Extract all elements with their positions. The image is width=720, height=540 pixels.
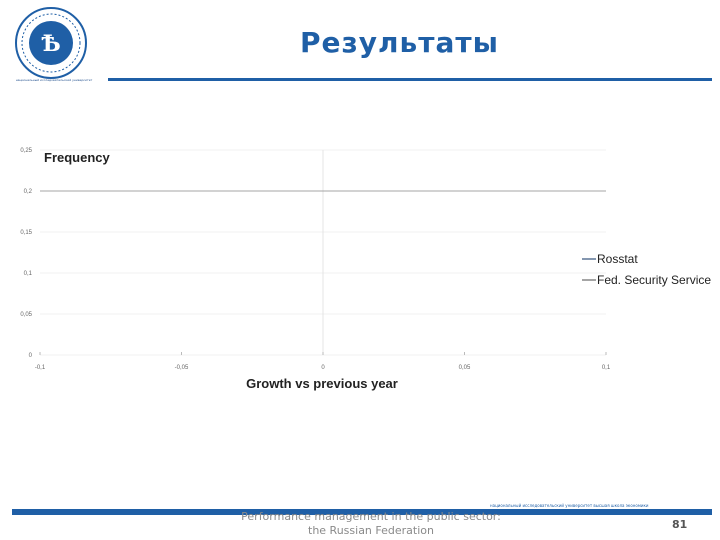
y-tick-label: 0,2	[24, 189, 33, 195]
frequency-chart: 0 0,05 0,1 0,15 0,2 0,25 -0,1 -0,05 0 0,05 0,1 Fre…	[20, 148, 711, 391]
x-tick-label: 0,05	[459, 365, 471, 371]
logo-caption: национальный исследовательский университ…	[15, 78, 93, 82]
y-tick-label: 0,1	[24, 271, 33, 277]
header-divider	[108, 78, 712, 81]
footer-university-text: национальный исследовательский университ…	[490, 503, 649, 508]
university-logo: Ѣ	[15, 7, 87, 79]
y-tick-label: 0,05	[20, 312, 32, 318]
footer-caption: Performance management in the public sec…	[241, 510, 501, 537]
x-tick-label: 0,1	[602, 365, 611, 371]
y-axis-label: Frequency	[44, 150, 111, 165]
legend-label: Fed. Security Service	[597, 273, 711, 287]
svg-text:Ѣ: Ѣ	[41, 31, 60, 57]
legend-label: Rosstat	[597, 252, 638, 266]
x-axis-label: Growth vs previous year	[246, 376, 398, 391]
y-tick-label: 0	[29, 353, 33, 359]
y-tick-label: 0,25	[20, 148, 32, 154]
footer-bar	[12, 509, 712, 515]
page-title: Результаты	[300, 26, 499, 59]
y-tick-label: 0,15	[20, 230, 32, 236]
x-tick-label: 0	[321, 365, 325, 371]
page-number: 81	[672, 518, 688, 531]
x-tick-label: -0,05	[175, 365, 189, 371]
x-tick-label: -0,1	[35, 365, 46, 371]
